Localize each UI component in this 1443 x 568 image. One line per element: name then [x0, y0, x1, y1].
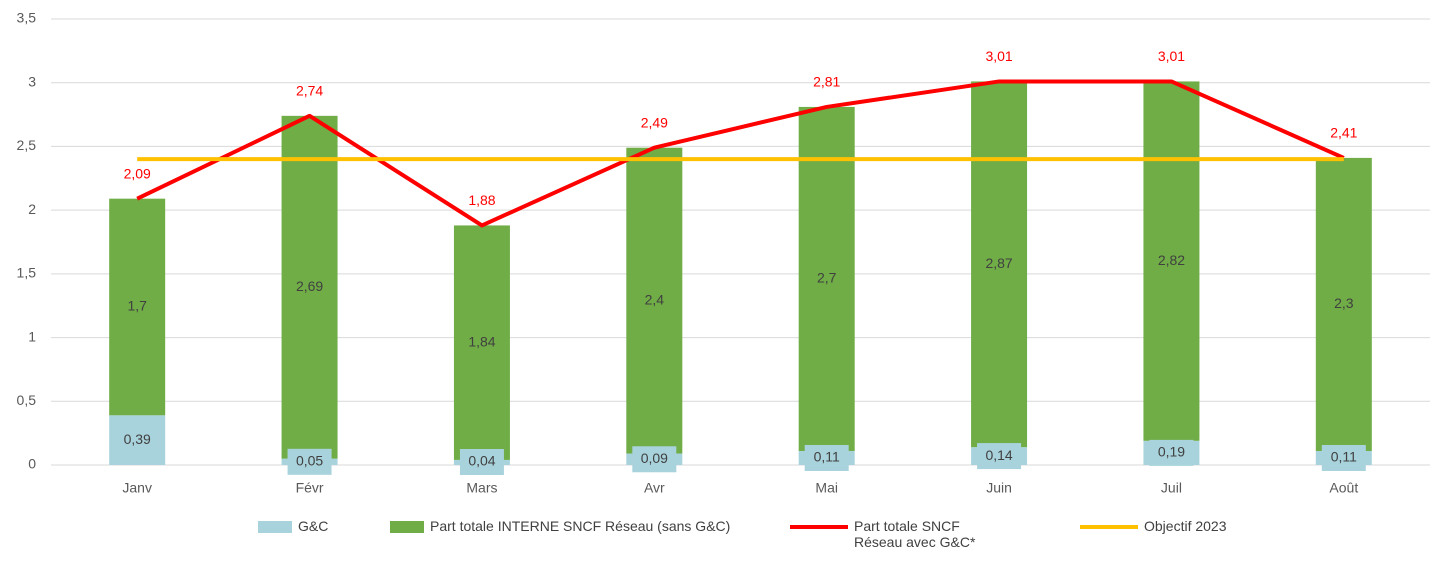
bar	[971, 81, 1028, 448]
data-label: 2,09	[124, 165, 151, 181]
data-label: 1,7	[127, 298, 147, 314]
bar	[281, 115, 338, 459]
bar	[453, 225, 510, 460]
label-bg	[977, 443, 1022, 470]
data-label: 3,01	[985, 48, 1012, 64]
data-label: 2,3	[1334, 295, 1354, 311]
data-label: 2,74	[296, 83, 323, 99]
legend-item: Objectif 2023	[1080, 518, 1227, 534]
data-label: 0,19	[1158, 444, 1185, 460]
legend-swatch	[1080, 525, 1138, 529]
x-tick-label: Juil	[1161, 480, 1182, 496]
legend-swatch	[790, 525, 848, 529]
data-label: 1,84	[468, 333, 495, 349]
data-label: 2,7	[817, 270, 837, 286]
label-bg	[804, 444, 849, 471]
legend-item: G&C	[258, 518, 328, 534]
data-label: 2,4	[645, 291, 665, 307]
y-tick-label: 2,5	[17, 137, 37, 153]
bar	[1143, 81, 1200, 441]
line	[136, 79, 1345, 228]
x-tick-label: Mars	[466, 480, 497, 496]
legend-label: G&C	[298, 518, 329, 534]
y-tick-label: 1,5	[17, 265, 37, 281]
y-tick-label: 2	[28, 201, 36, 217]
x-tick-label: Févr	[296, 480, 324, 496]
legend-swatch	[390, 521, 424, 533]
label-bg	[632, 446, 677, 473]
label-bg	[459, 449, 504, 475]
legend-label: Part totale SNCF Réseau avec G&C*	[854, 518, 976, 550]
x-tick-label: Janv	[122, 480, 152, 496]
label-bg	[1321, 444, 1366, 471]
data-label: 2,81	[813, 74, 840, 90]
label-bg	[287, 448, 332, 475]
y-tick-label: 0,5	[17, 392, 37, 408]
x-tick-label: Juin	[986, 480, 1012, 496]
y-tick-label: 3	[28, 73, 36, 89]
data-label: 0,09	[641, 450, 668, 466]
legend-label: Part totale INTERNE SNCF Réseau (sans G&…	[430, 518, 731, 534]
bar	[626, 147, 683, 454]
data-label: 2,49	[641, 114, 668, 130]
bar	[1315, 157, 1372, 451]
legend-item: Part totale INTERNE SNCF Réseau (sans G&…	[390, 518, 730, 534]
legend-item: Part totale SNCF Réseau avec G&C*	[790, 518, 1004, 550]
legend-label: Objectif 2023	[1144, 518, 1227, 534]
x-tick-label: Août	[1329, 480, 1358, 496]
data-label: 3,01	[1158, 48, 1185, 64]
x-tick-label: Avr	[644, 480, 665, 496]
data-label: 0,11	[814, 449, 840, 465]
y-tick-label: 1	[28, 328, 36, 344]
data-label: 2,82	[1158, 252, 1185, 268]
y-tick-label: 0	[28, 456, 36, 472]
bar	[109, 198, 166, 416]
data-label: 1,88	[468, 192, 495, 208]
data-label: 0,39	[124, 431, 151, 447]
data-label: 2,69	[296, 278, 323, 294]
label-bg	[115, 427, 160, 454]
legend-swatch	[258, 521, 292, 533]
data-label: 0,04	[468, 453, 495, 469]
label-bg	[1149, 439, 1194, 466]
data-label: 2,41	[1330, 125, 1357, 141]
y-tick-label: 3,5	[17, 10, 37, 26]
data-label: 0,14	[985, 447, 1012, 463]
bar	[798, 106, 855, 451]
data-label: 0,05	[296, 453, 323, 469]
x-tick-label: Mai	[815, 480, 838, 496]
data-label: 2,87	[985, 255, 1012, 271]
data-label: 0,11	[1331, 449, 1357, 465]
